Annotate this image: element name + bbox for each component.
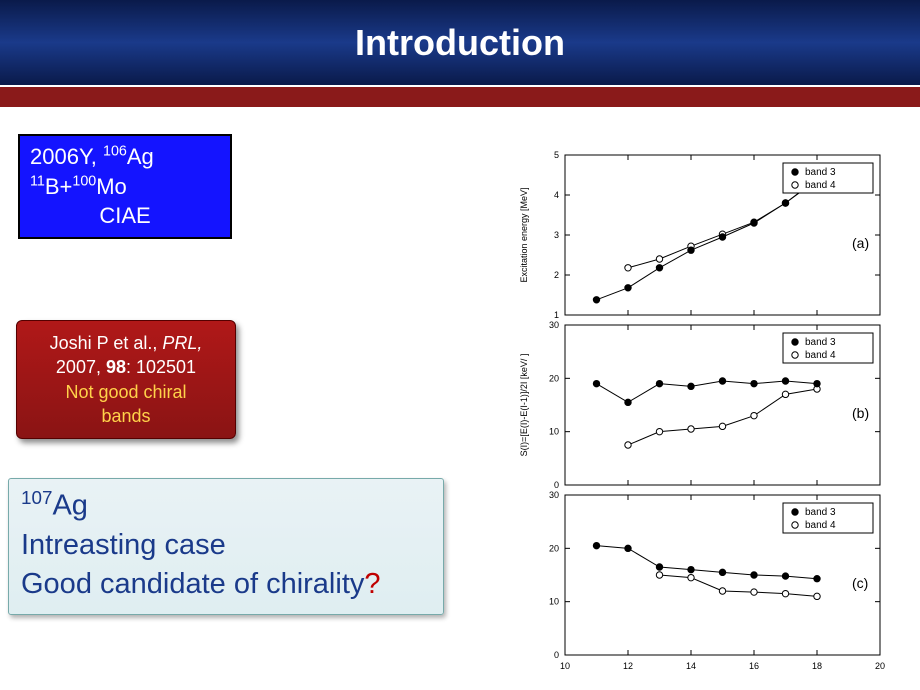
svg-text:band 3: band 3 [805, 507, 836, 518]
conc-line2: Intreasting case [21, 526, 431, 565]
svg-text:14: 14 [686, 661, 696, 670]
svg-text:band 4: band 4 [805, 520, 836, 531]
svg-text:S(I)=[E(I)-E(I-1)]/2I [keV/ ]: S(I)=[E(I)-E(I-1)]/2I [keV/ ] [519, 354, 529, 457]
svg-text:2: 2 [554, 270, 559, 280]
svg-text:5: 5 [554, 150, 559, 160]
experiment-box: 2006Y, 106Ag 11B+100Mo CIAE [18, 134, 232, 239]
svg-text:10: 10 [549, 597, 559, 607]
svg-text:(a): (a) [852, 235, 869, 251]
exp-line3: CIAE [30, 201, 220, 231]
cite-line3: Not good chiral [25, 380, 227, 404]
svg-text:10: 10 [549, 427, 559, 437]
svg-text:Excitation energy [MeV]: Excitation energy [MeV] [519, 187, 529, 282]
svg-text:0: 0 [554, 650, 559, 660]
svg-text:1: 1 [554, 310, 559, 320]
三panel-chart: 12345Excitation energy [MeV](a)band 3ban… [485, 135, 897, 670]
conc-line3: Good candidate of chirality? [21, 565, 431, 604]
svg-text:4: 4 [554, 190, 559, 200]
conclusion-box: 107Ag Intreasting case Good candidate of… [8, 478, 444, 615]
cite-line1: Joshi P et al., PRL, [25, 331, 227, 355]
svg-text:18: 18 [812, 661, 822, 670]
svg-text:band 4: band 4 [805, 350, 836, 361]
svg-text:0: 0 [554, 480, 559, 490]
svg-text:band 3: band 3 [805, 167, 836, 178]
cite-line2: 2007, 98: 102501 [25, 355, 227, 379]
svg-text:20: 20 [875, 661, 885, 670]
svg-text:20: 20 [549, 543, 559, 553]
exp-line2: 11B+100Mo [30, 172, 220, 202]
conc-line1: 107Ag [21, 485, 431, 526]
citation-box: Joshi P et al., PRL, 2007, 98: 102501 No… [16, 320, 236, 439]
svg-text:10: 10 [560, 661, 570, 670]
svg-text:12: 12 [623, 661, 633, 670]
red-separator [0, 87, 920, 107]
svg-text:band 4: band 4 [805, 180, 836, 191]
svg-text:20: 20 [549, 373, 559, 383]
slide-title: Introduction [355, 22, 565, 64]
title-band: Introduction [0, 0, 920, 85]
svg-text:(b): (b) [852, 405, 869, 421]
svg-text:16: 16 [749, 661, 759, 670]
cite-line4: bands [25, 404, 227, 428]
svg-text:3: 3 [554, 230, 559, 240]
svg-text:30: 30 [549, 490, 559, 500]
svg-text:band 3: band 3 [805, 337, 836, 348]
exp-line1: 2006Y, 106Ag [30, 142, 220, 172]
svg-text:30: 30 [549, 320, 559, 330]
svg-text:(c): (c) [852, 575, 868, 591]
